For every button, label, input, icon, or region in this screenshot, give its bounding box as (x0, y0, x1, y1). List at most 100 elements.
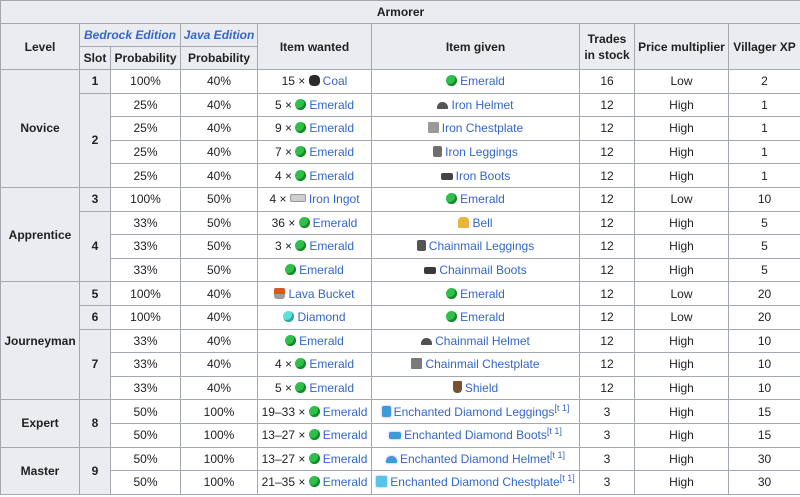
chainmail-leggings-icon (416, 240, 426, 252)
item-wanted-cell: 15 × Coal (257, 69, 372, 94)
trades-in-stock: 16 (579, 69, 635, 94)
level-header: Level (0, 23, 80, 70)
level-name: Novice (0, 69, 80, 188)
bedrock-edition-link[interactable]: Bedrock Edition (83, 28, 176, 42)
item-given-link[interactable]: Iron Chestplate (441, 121, 524, 136)
item-wanted-link[interactable]: Emerald (322, 475, 368, 490)
item-given-link[interactable]: Enchanted Diamond Boots (404, 428, 547, 443)
coal-icon (308, 75, 320, 87)
item-wanted-quantity: 13–27 × (261, 451, 306, 466)
emerald-icon (295, 240, 307, 252)
item-wanted-cell: 9 × Emerald (257, 116, 372, 141)
item-wanted-link[interactable]: Iron Ingot (308, 192, 360, 207)
item-wanted-cell: 19–33 × Emerald (257, 399, 372, 424)
bedrock-probability: 33% (110, 375, 181, 401)
table-title: Armorer (0, 0, 800, 24)
chainmail-chestplate-icon (411, 358, 423, 370)
bedrock-probability: 50% (110, 470, 181, 495)
item-wanted-link[interactable]: Emerald (309, 357, 355, 372)
item-given-cell: Iron Boots (371, 163, 580, 188)
item-given-link[interactable]: Chainmail Leggings (428, 239, 535, 254)
item-wanted-link[interactable]: Emerald (322, 404, 368, 419)
java-edition-link[interactable]: Java Edition (183, 28, 255, 42)
bedrock-probability: 25% (110, 92, 181, 118)
villager-xp: 10 (727, 186, 800, 212)
item-given-cell: Iron Chestplate (371, 116, 580, 141)
item-given-link[interactable]: Chainmail Chestplate (425, 357, 540, 372)
item-given-link[interactable]: Chainmail Boots (439, 263, 527, 278)
price-multiplier: High (634, 139, 729, 165)
item-given-link[interactable]: Iron Leggings (445, 145, 518, 160)
villager-xp: 15 (727, 422, 800, 448)
trades-in-stock: 12 (579, 92, 635, 118)
item-given-cell: Enchanted Diamond Boots[t 1] (371, 422, 580, 448)
java-probability: 50% (180, 186, 258, 212)
footnote-link[interactable]: [t 1] (559, 473, 575, 484)
villager-xp: 10 (727, 328, 800, 354)
item-wanted-cell: 21–35 × Emerald (257, 470, 372, 495)
item-given-link[interactable]: Iron Helmet (451, 97, 514, 112)
item-wanted-link[interactable]: Emerald (309, 145, 355, 160)
item-given-link[interactable]: Emerald (460, 74, 505, 89)
villager-xp: 10 (727, 375, 800, 401)
footnote-link[interactable]: [t 1] (554, 402, 570, 413)
price-multiplier: High (634, 446, 729, 472)
item-given-link[interactable]: Chainmail Helmet (435, 333, 530, 348)
java-probability: 50% (180, 210, 258, 236)
price-multiplier: High (634, 399, 729, 424)
item-given-link[interactable]: Enchanted Diamond Leggings (393, 404, 555, 419)
trades-in-stock: 12 (579, 352, 635, 377)
villager-xp: 5 (727, 210, 800, 236)
emerald-icon (308, 452, 320, 464)
item-wanted-link[interactable]: Emerald (322, 451, 368, 466)
item-given-link[interactable]: Emerald (460, 192, 505, 207)
item-given-link[interactable]: Enchanted Diamond Helmet (399, 451, 551, 466)
item-wanted-link[interactable]: Emerald (299, 263, 344, 278)
emerald-icon (308, 476, 320, 488)
item-wanted-link[interactable]: Emerald (309, 121, 355, 136)
item-wanted-link[interactable]: Emerald (309, 168, 355, 183)
iron-helmet-icon (437, 101, 449, 109)
item-wanted-link[interactable]: Diamond (297, 310, 346, 325)
price-multiplier: Low (634, 281, 729, 306)
item-wanted-cell: 13–27 × Emerald (257, 446, 372, 472)
item-wanted-cell: 5 × Emerald (257, 92, 372, 118)
java-edition-header[interactable]: Java Edition (180, 23, 258, 47)
bedrock-probability: 50% (110, 399, 181, 424)
item-wanted-link[interactable]: Emerald (299, 333, 344, 348)
table-row: Journeyman 5 100% 40% Lava Bucket Emerald 12 Lo… (0, 281, 800, 401)
bedrock-edition-header[interactable]: Bedrock Edition (79, 23, 181, 47)
trades-in-stock: 12 (579, 375, 635, 401)
trades-in-stock: 12 (579, 139, 635, 165)
price-multiplier: High (634, 210, 729, 236)
bedrock-probability: 33% (110, 234, 181, 259)
item-wanted-link[interactable]: Lava Bucket (288, 286, 355, 301)
trades-in-stock: 12 (579, 116, 635, 141)
item-given-link[interactable]: Bell (472, 215, 493, 230)
bedrock-probability-header: Probability (110, 46, 181, 70)
footnote-link[interactable]: [t 1] (546, 426, 562, 437)
item-given-link[interactable]: Shield (464, 381, 499, 396)
item-given-link[interactable]: Emerald (460, 310, 505, 325)
diamond-icon (283, 311, 295, 323)
villager-xp: 15 (727, 399, 800, 424)
enchanted-diamond-helmet-icon (385, 455, 397, 463)
table-row: 25% 40% 7 × Emerald Iron Leggings 12 High 1 (1, 139, 800, 165)
item-wanted-link[interactable]: Emerald (312, 215, 358, 230)
emerald-icon (295, 98, 307, 110)
item-given-link[interactable]: Iron Boots (455, 168, 511, 183)
item-given-link[interactable]: Emerald (460, 286, 505, 301)
java-probability: 40% (180, 139, 258, 165)
item-wanted-link[interactable]: Coal (322, 74, 348, 89)
item-wanted-link[interactable]: Emerald (322, 428, 368, 443)
item-wanted-link[interactable]: Emerald (309, 97, 355, 112)
item-wanted-quantity: 36 × (271, 215, 296, 230)
item-given-link[interactable]: Enchanted Diamond Chestplate (390, 475, 560, 490)
table-row: 50% 100% 21–35 × Emerald Enchanted Diamond … (1, 470, 800, 495)
table-row: 33% 40% 4 × Emerald Chainmail Chestplate 12 H… (1, 352, 800, 377)
footnote-link[interactable]: [t 1] (550, 449, 566, 460)
item-wanted-link[interactable]: Emerald (309, 239, 355, 254)
iron-leggings-icon (433, 146, 443, 158)
item-wanted-link[interactable]: Emerald (309, 381, 355, 396)
slot-number: 5 (79, 281, 111, 306)
